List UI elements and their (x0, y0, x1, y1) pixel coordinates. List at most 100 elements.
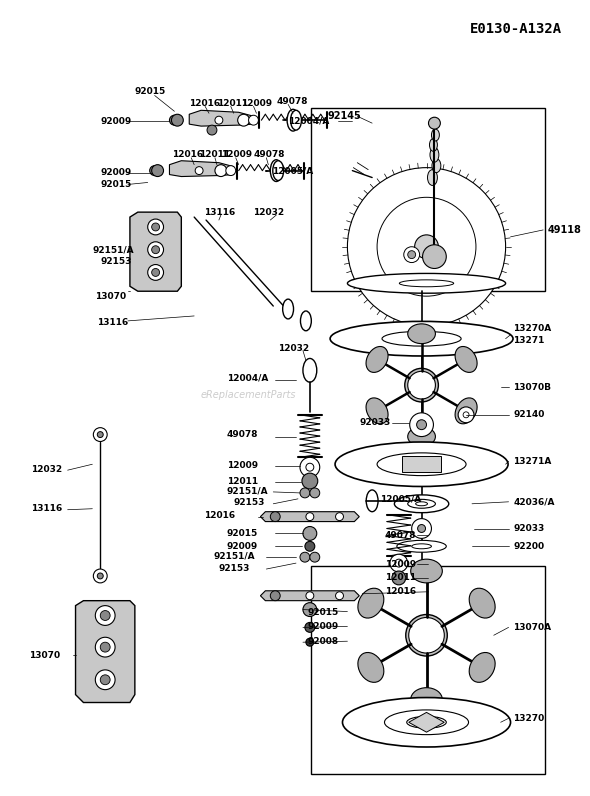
Ellipse shape (300, 311, 312, 331)
Text: 92009: 92009 (308, 622, 339, 631)
Circle shape (150, 166, 159, 176)
Ellipse shape (408, 324, 435, 344)
Text: 13070B: 13070B (513, 383, 552, 392)
Polygon shape (76, 601, 135, 703)
Text: 12011: 12011 (227, 477, 258, 486)
Circle shape (152, 223, 159, 231)
Bar (311, 566, 545, 774)
Ellipse shape (432, 158, 441, 173)
Text: 49078: 49078 (254, 150, 285, 159)
Circle shape (310, 488, 320, 498)
Text: 12011: 12011 (217, 99, 248, 108)
Text: 92015: 92015 (227, 529, 258, 538)
Polygon shape (189, 111, 254, 126)
Text: 12009: 12009 (241, 99, 272, 108)
Text: E0130-A132A: E0130-A132A (470, 22, 562, 37)
Ellipse shape (290, 111, 301, 130)
Circle shape (422, 244, 446, 268)
Text: 12032: 12032 (254, 208, 284, 217)
Circle shape (100, 675, 110, 685)
Text: 12016: 12016 (385, 587, 416, 596)
Circle shape (169, 115, 179, 125)
Text: 92009: 92009 (100, 117, 132, 126)
Text: 12016: 12016 (204, 511, 235, 520)
Ellipse shape (407, 716, 446, 728)
Ellipse shape (469, 653, 495, 682)
Circle shape (195, 166, 203, 174)
Ellipse shape (335, 442, 508, 486)
Text: 13116: 13116 (97, 318, 129, 327)
Text: 92153: 92153 (219, 564, 250, 572)
Circle shape (377, 197, 476, 296)
Text: 12005/A: 12005/A (380, 494, 421, 503)
Text: 49118: 49118 (548, 225, 582, 235)
Ellipse shape (270, 160, 282, 181)
Ellipse shape (358, 653, 384, 682)
Ellipse shape (408, 499, 435, 508)
Ellipse shape (469, 588, 495, 618)
Circle shape (417, 419, 427, 430)
Text: 12005/A: 12005/A (272, 166, 313, 175)
Ellipse shape (342, 697, 510, 747)
Circle shape (270, 512, 280, 521)
Circle shape (215, 165, 227, 177)
Text: 49078: 49078 (385, 531, 417, 540)
Ellipse shape (412, 544, 431, 548)
Circle shape (406, 615, 447, 656)
Ellipse shape (412, 337, 431, 341)
Text: 92151/A: 92151/A (93, 245, 134, 254)
Bar (311, 108, 545, 291)
Circle shape (96, 670, 115, 689)
Text: 92009: 92009 (100, 168, 132, 177)
Circle shape (300, 488, 310, 498)
Circle shape (96, 606, 115, 626)
Circle shape (93, 427, 107, 442)
Text: 12004/A: 12004/A (227, 374, 268, 383)
Ellipse shape (430, 147, 439, 162)
Circle shape (428, 117, 440, 129)
Circle shape (336, 513, 343, 521)
Circle shape (310, 552, 320, 562)
Circle shape (305, 622, 315, 632)
Circle shape (303, 526, 317, 540)
Text: 92151/A: 92151/A (227, 486, 268, 495)
Ellipse shape (303, 358, 317, 382)
Circle shape (207, 125, 217, 135)
Circle shape (405, 369, 438, 402)
Ellipse shape (366, 346, 388, 373)
Text: 92200: 92200 (513, 542, 545, 551)
Polygon shape (169, 161, 234, 177)
Ellipse shape (366, 490, 378, 512)
Circle shape (152, 246, 159, 254)
Text: 12032: 12032 (278, 344, 309, 353)
Circle shape (408, 371, 435, 399)
Ellipse shape (428, 170, 437, 185)
Ellipse shape (287, 109, 299, 131)
Ellipse shape (455, 346, 477, 373)
Ellipse shape (431, 129, 440, 141)
Circle shape (248, 115, 258, 125)
Circle shape (395, 559, 403, 567)
Text: 12011: 12011 (385, 573, 416, 583)
Text: 92145: 92145 (327, 111, 362, 121)
Text: 92015: 92015 (100, 180, 132, 189)
Text: 92015: 92015 (308, 608, 339, 617)
Text: 12009: 12009 (385, 560, 416, 568)
Circle shape (100, 642, 110, 652)
Text: 13070: 13070 (29, 650, 60, 660)
Circle shape (412, 519, 431, 538)
Circle shape (306, 513, 314, 521)
Ellipse shape (273, 161, 284, 181)
Circle shape (408, 251, 415, 259)
Text: 12009: 12009 (221, 150, 252, 159)
Circle shape (458, 407, 474, 423)
Text: 92015: 92015 (135, 87, 166, 96)
Ellipse shape (411, 688, 442, 712)
Circle shape (392, 571, 406, 585)
Circle shape (97, 573, 103, 579)
Text: 13116: 13116 (31, 504, 63, 513)
Ellipse shape (382, 331, 461, 346)
Circle shape (409, 413, 434, 436)
Polygon shape (130, 212, 181, 291)
Polygon shape (260, 591, 359, 601)
